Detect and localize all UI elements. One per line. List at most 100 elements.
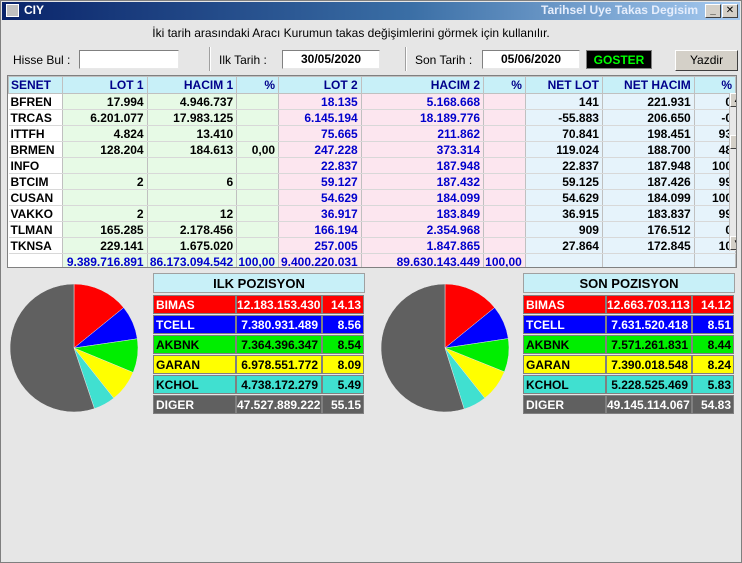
- close-icon[interactable]: ✕: [722, 4, 738, 18]
- table-row[interactable]: TKNSA 229.141 1.675.020 257.005 1.847.865 27.…: [8, 237, 736, 254]
- position-value: 49.145.114.067: [606, 395, 692, 414]
- table-cell: 36.917: [278, 205, 362, 222]
- scroll-thumb[interactable]: [730, 135, 736, 149]
- table-cell: 6.145.194: [278, 109, 362, 126]
- table-row[interactable]: BFREN 17.994 4.946.737 18.135 5.168.668 141 22…: [8, 93, 736, 110]
- position-row: AKBNK 7.571.261.831 8.44: [523, 335, 735, 354]
- table-cell: [236, 205, 280, 222]
- table-cell: [236, 237, 280, 254]
- ilk-tarih-input[interactable]: 30/05/2020: [282, 50, 380, 69]
- table-cell: 176.512: [602, 221, 695, 238]
- table-cell: [236, 189, 280, 206]
- column-header[interactable]: SENET: [8, 76, 64, 94]
- table-row[interactable]: BTCIM 2 6 59.127 187.432 59.125 187.426 99: [8, 173, 736, 190]
- hisse-search-input[interactable]: [79, 50, 179, 69]
- table-row[interactable]: ITTFH 4.824 13.410 75.665 211.862 70.841 198.4…: [8, 125, 736, 142]
- table-cell: 188.700: [602, 141, 695, 158]
- table-cell: 93: [694, 125, 736, 142]
- table-cell: [483, 221, 526, 238]
- table-cell: 75.665: [278, 125, 362, 142]
- table-row[interactable]: INFO 22.837 187.948 22.837 187.948 100: [8, 157, 736, 174]
- pie-slice-diger: [9, 283, 95, 413]
- table-cell: 54.629: [278, 189, 362, 206]
- position-percent: 8.44: [692, 335, 734, 354]
- total-cell: 100,00: [483, 253, 526, 267]
- scroll-up-icon[interactable]: ▲: [730, 93, 736, 107]
- goster-button[interactable]: GOSTER: [586, 50, 652, 69]
- position-percent: 8.51: [692, 315, 734, 334]
- position-row: TCELL 7.631.520.418 8.51: [523, 315, 735, 334]
- table-cell: -55.883: [525, 109, 603, 126]
- table-row[interactable]: TRCAS 6.201.077 17.983.125 6.145.194 18.189.…: [8, 109, 736, 126]
- position-name: BIMAS: [153, 295, 236, 314]
- position-name: BIMAS: [523, 295, 606, 314]
- yazdir-button[interactable]: Yazdir: [675, 50, 738, 71]
- position-row: KCHOL 5.228.525.469 5.83: [523, 375, 735, 394]
- table-cell: 221.931: [602, 93, 695, 110]
- table-cell: [62, 157, 148, 174]
- column-header[interactable]: %: [483, 76, 526, 94]
- table-cell: 100: [694, 189, 736, 206]
- table-cell: [236, 173, 280, 190]
- total-cell: [694, 253, 736, 267]
- column-header[interactable]: HACIM 2: [360, 76, 485, 94]
- position-value: 4.738.172.279: [236, 375, 322, 394]
- table-cell: INFO: [8, 157, 64, 174]
- position-value: 12.663.703.113: [606, 295, 692, 314]
- table-row[interactable]: TLMAN 165.285 2.178.456 166.194 2.354.968 909…: [8, 221, 736, 238]
- son-tarih-input[interactable]: 05/06/2020: [482, 50, 580, 69]
- column-header[interactable]: %: [693, 76, 736, 94]
- table-cell: 48: [694, 141, 736, 158]
- position-name: KCHOL: [153, 375, 236, 394]
- total-cell: 9.389.716.891: [62, 253, 148, 267]
- description-text: İki tarih arasındaki Aracı Kurumun takas…: [152, 26, 550, 40]
- table-cell: 5.168.668: [361, 93, 485, 110]
- column-header[interactable]: LOT 2: [278, 76, 362, 94]
- table-cell: [147, 157, 238, 174]
- column-header[interactable]: NET HACIM: [601, 76, 695, 94]
- minimize-icon[interactable]: _: [705, 4, 721, 18]
- table-cell: 187.948: [361, 157, 485, 174]
- column-header[interactable]: %: [236, 76, 280, 94]
- title-bar[interactable]: CIY Tarihsel Uye Takas Degisim _ ✕: [2, 2, 740, 20]
- position-name: AKBNK: [153, 335, 236, 354]
- position-row: DIGER 49.145.114.067 54.83: [523, 395, 735, 414]
- table-cell: 22.837: [525, 157, 603, 174]
- grid-scrollbar[interactable]: ▲ ▼: [729, 93, 736, 251]
- position-name: GARAN: [153, 355, 236, 374]
- scroll-down-icon[interactable]: ▼: [730, 236, 736, 250]
- table-cell: 141: [525, 93, 603, 110]
- takas-grid[interactable]: SENET LOT 1 HACIM 1% LOT 2 HACIM 2% NET LOT NE…: [7, 75, 737, 268]
- table-cell: 206.650: [602, 109, 695, 126]
- position-row: KCHOL 4.738.172.279 5.49: [153, 375, 365, 394]
- column-header[interactable]: LOT 1: [62, 76, 148, 94]
- table-cell: [236, 125, 280, 142]
- hisse-label: Hisse Bul :: [13, 53, 71, 67]
- table-cell: 18.189.776: [361, 109, 485, 126]
- ilk-pozisyon-pie-chart: [9, 283, 139, 413]
- table-row[interactable]: VAKKO 2 12 36.917 183.849 36.915 183.837 99: [8, 205, 736, 222]
- column-header[interactable]: HACIM 1: [146, 76, 238, 94]
- table-cell: [483, 93, 526, 110]
- table-cell: 165.285: [62, 221, 148, 238]
- position-percent: 5.49: [322, 375, 364, 394]
- table-cell: TKNSA: [8, 237, 64, 254]
- table-row[interactable]: CUSAN 54.629 184.099 54.629 184.099 100: [8, 189, 736, 206]
- position-row: GARAN 7.390.018.548 8.24: [523, 355, 735, 374]
- ilk-tarih-label: Ilk Tarih :: [219, 53, 267, 67]
- position-name: TCELL: [153, 315, 236, 334]
- position-percent: 5.83: [692, 375, 734, 394]
- table-cell: [62, 189, 148, 206]
- table-cell: 0: [694, 221, 736, 238]
- son-pozisyon-pie-chart: [380, 283, 510, 413]
- column-header[interactable]: NET LOT: [524, 76, 603, 94]
- table-cell: 6.201.077: [62, 109, 148, 126]
- app-icon: [6, 4, 19, 17]
- table-cell: CUSAN: [8, 189, 64, 206]
- table-row[interactable]: BRMEN 128.204 184.613 0,00 247.228 373.314 119…: [8, 141, 736, 158]
- divider: [405, 47, 407, 71]
- position-percent: 55.15: [322, 395, 364, 414]
- table-cell: [236, 109, 280, 126]
- totals-row: 9.389.716.891 86.173.094.542 100,00 9.400.2…: [8, 253, 736, 267]
